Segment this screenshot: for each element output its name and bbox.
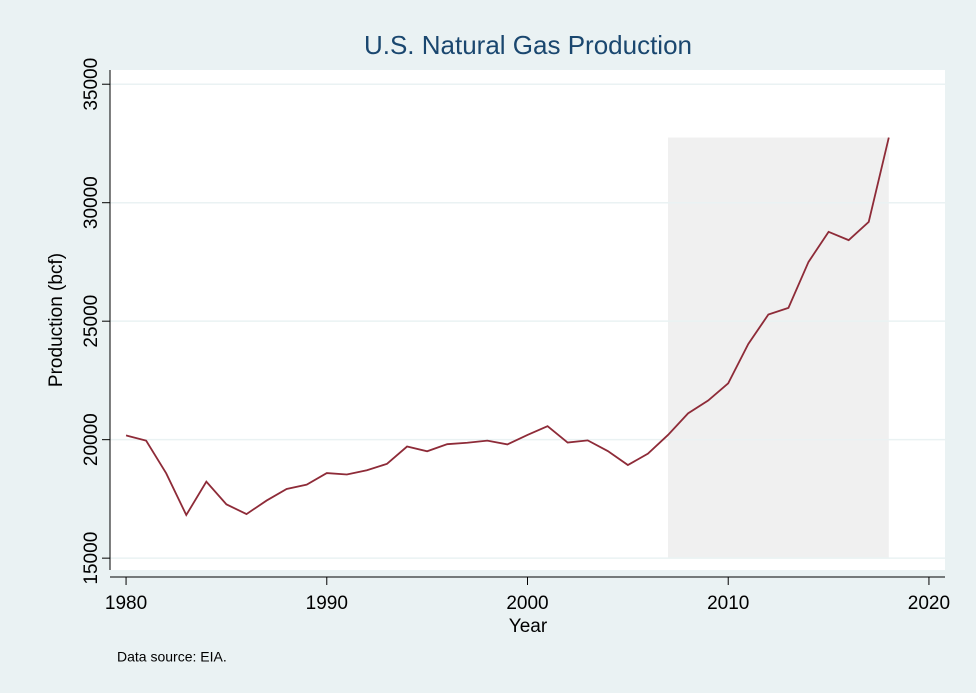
- note: Data source: EIA.: [117, 649, 227, 665]
- y-tick-label: 30000: [81, 176, 102, 229]
- x-axis-label: Year: [509, 616, 548, 637]
- x-tick-label: 2000: [506, 593, 548, 614]
- x-tick-label: 1980: [105, 593, 147, 614]
- y-axis-label: Production (bcf): [46, 253, 67, 387]
- line-series: [125, 137, 890, 517]
- y-tick-label: 15000: [81, 532, 102, 585]
- shaded-region: [668, 137, 889, 559]
- y-tick-label: 25000: [81, 295, 102, 348]
- x-tick-label: 1990: [306, 593, 348, 614]
- chart-title: U.S. Natural Gas Production: [364, 30, 692, 60]
- x-tick-label: 2010: [707, 593, 749, 614]
- y-tick-label: 20000: [81, 413, 102, 466]
- x-tick-label: 2020: [908, 593, 950, 614]
- y-tick-label: 35000: [81, 58, 102, 111]
